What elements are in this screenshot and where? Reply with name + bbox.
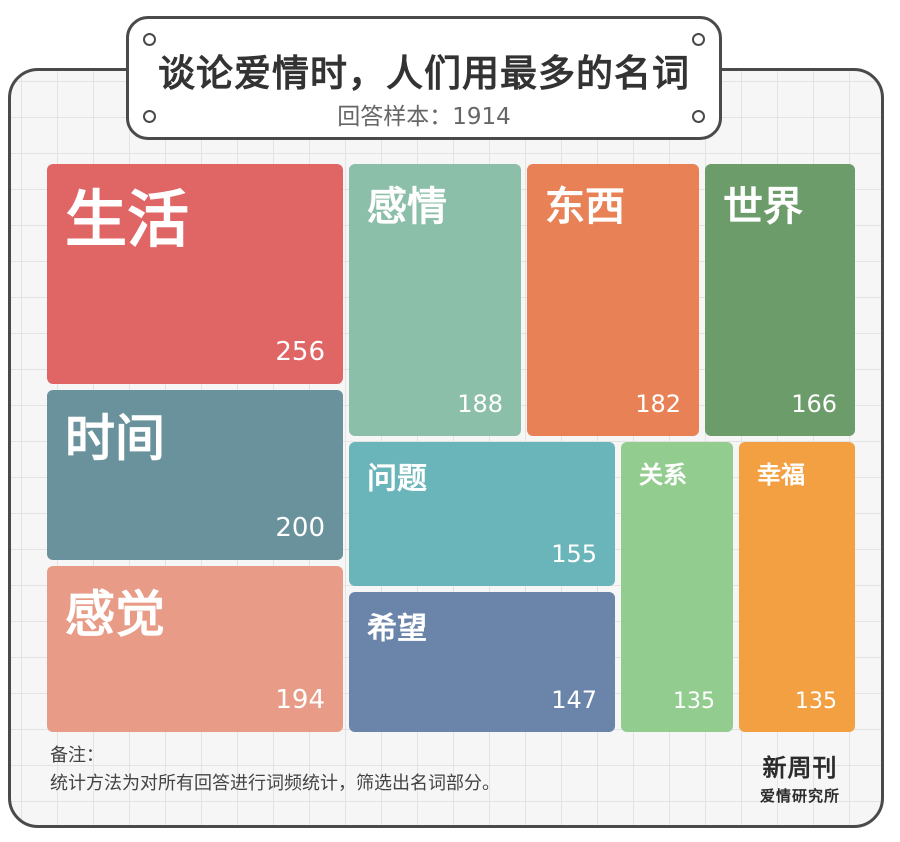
treemap-tile-3: 感觉 194: [47, 566, 343, 732]
treemap-tile-10: 幸福 135: [739, 442, 855, 732]
treemap-tile-value: 166: [791, 390, 837, 418]
title-box: 谈论爱情时，人们用最多的名词 回答样本：1914: [126, 16, 722, 140]
treemap-tile-label: 幸福: [757, 461, 805, 489]
treemap-tile-rect: [47, 566, 343, 732]
treemap-tile-rect: [47, 390, 343, 560]
treemap-tile-5: 东西 182: [527, 164, 699, 436]
treemap-tile-9: 关系 135: [621, 442, 733, 732]
treemap-tile-rect: [47, 164, 343, 384]
treemap-tile-value: 194: [275, 685, 325, 715]
brand-logo: 新周刊 爱情研究所: [752, 748, 848, 806]
treemap-tile-label: 关系: [639, 461, 687, 489]
treemap-tile-rect: [527, 164, 699, 436]
brand-subname: 爱情研究所: [759, 787, 840, 805]
treemap-tile-rect: [705, 164, 855, 436]
treemap-tile-label: 感情: [367, 184, 447, 230]
pin-dot-icon: [143, 110, 156, 123]
pin-dot-icon: [692, 33, 705, 46]
pin-dot-icon: [692, 110, 705, 123]
footnote-text: 统计方法为对所有回答进行词频统计，筛选出名词部分。: [50, 773, 500, 794]
treemap-tile-rect: [349, 592, 615, 732]
treemap-tile-2: 时间 200: [47, 390, 343, 560]
treemap-tile-value: 188: [457, 390, 503, 418]
treemap-tile-value: 155: [551, 540, 597, 568]
pin-dot-icon: [143, 33, 156, 46]
treemap-tile-value: 147: [551, 686, 597, 714]
treemap-tile-value: 200: [275, 513, 325, 543]
treemap-tile-1: 生活 256: [47, 164, 343, 384]
treemap-tile-4: 感情 188: [349, 164, 521, 436]
chart-title: 谈论爱情时，人们用最多的名词: [158, 52, 690, 95]
treemap-tile-label: 生活: [65, 183, 189, 256]
footnote: 备注： 统计方法为对所有回答进行词频统计，筛选出名词部分。: [50, 742, 500, 798]
treemap-tile-rect: [621, 442, 733, 732]
treemap-tile-label: 问题: [367, 462, 427, 497]
footnote-label: 备注：: [50, 745, 104, 766]
treemap-tile-6: 世界 166: [705, 164, 855, 436]
brand-name: 新周刊: [762, 753, 838, 782]
treemap-tile-label: 东西: [545, 184, 625, 230]
treemap-tile-label: 希望: [367, 612, 427, 647]
treemap-tile-value: 135: [795, 689, 837, 714]
treemap-tile-rect: [349, 164, 521, 436]
treemap-tile-value: 135: [673, 689, 715, 714]
treemap-tile-label: 时间: [65, 410, 165, 468]
treemap-tile-value: 182: [635, 390, 681, 418]
treemap-tile-label: 感觉: [65, 586, 165, 644]
treemap-tile-label: 世界: [723, 184, 803, 230]
treemap-tile-rect: [739, 442, 855, 732]
treemap-tile-rect: [349, 442, 615, 586]
treemap-tile-value: 256: [275, 337, 325, 367]
chart-subtitle: 回答样本：1914: [337, 104, 511, 130]
treemap-tile-8: 希望 147: [349, 592, 615, 732]
treemap-tile-7: 问题 155: [349, 442, 615, 586]
